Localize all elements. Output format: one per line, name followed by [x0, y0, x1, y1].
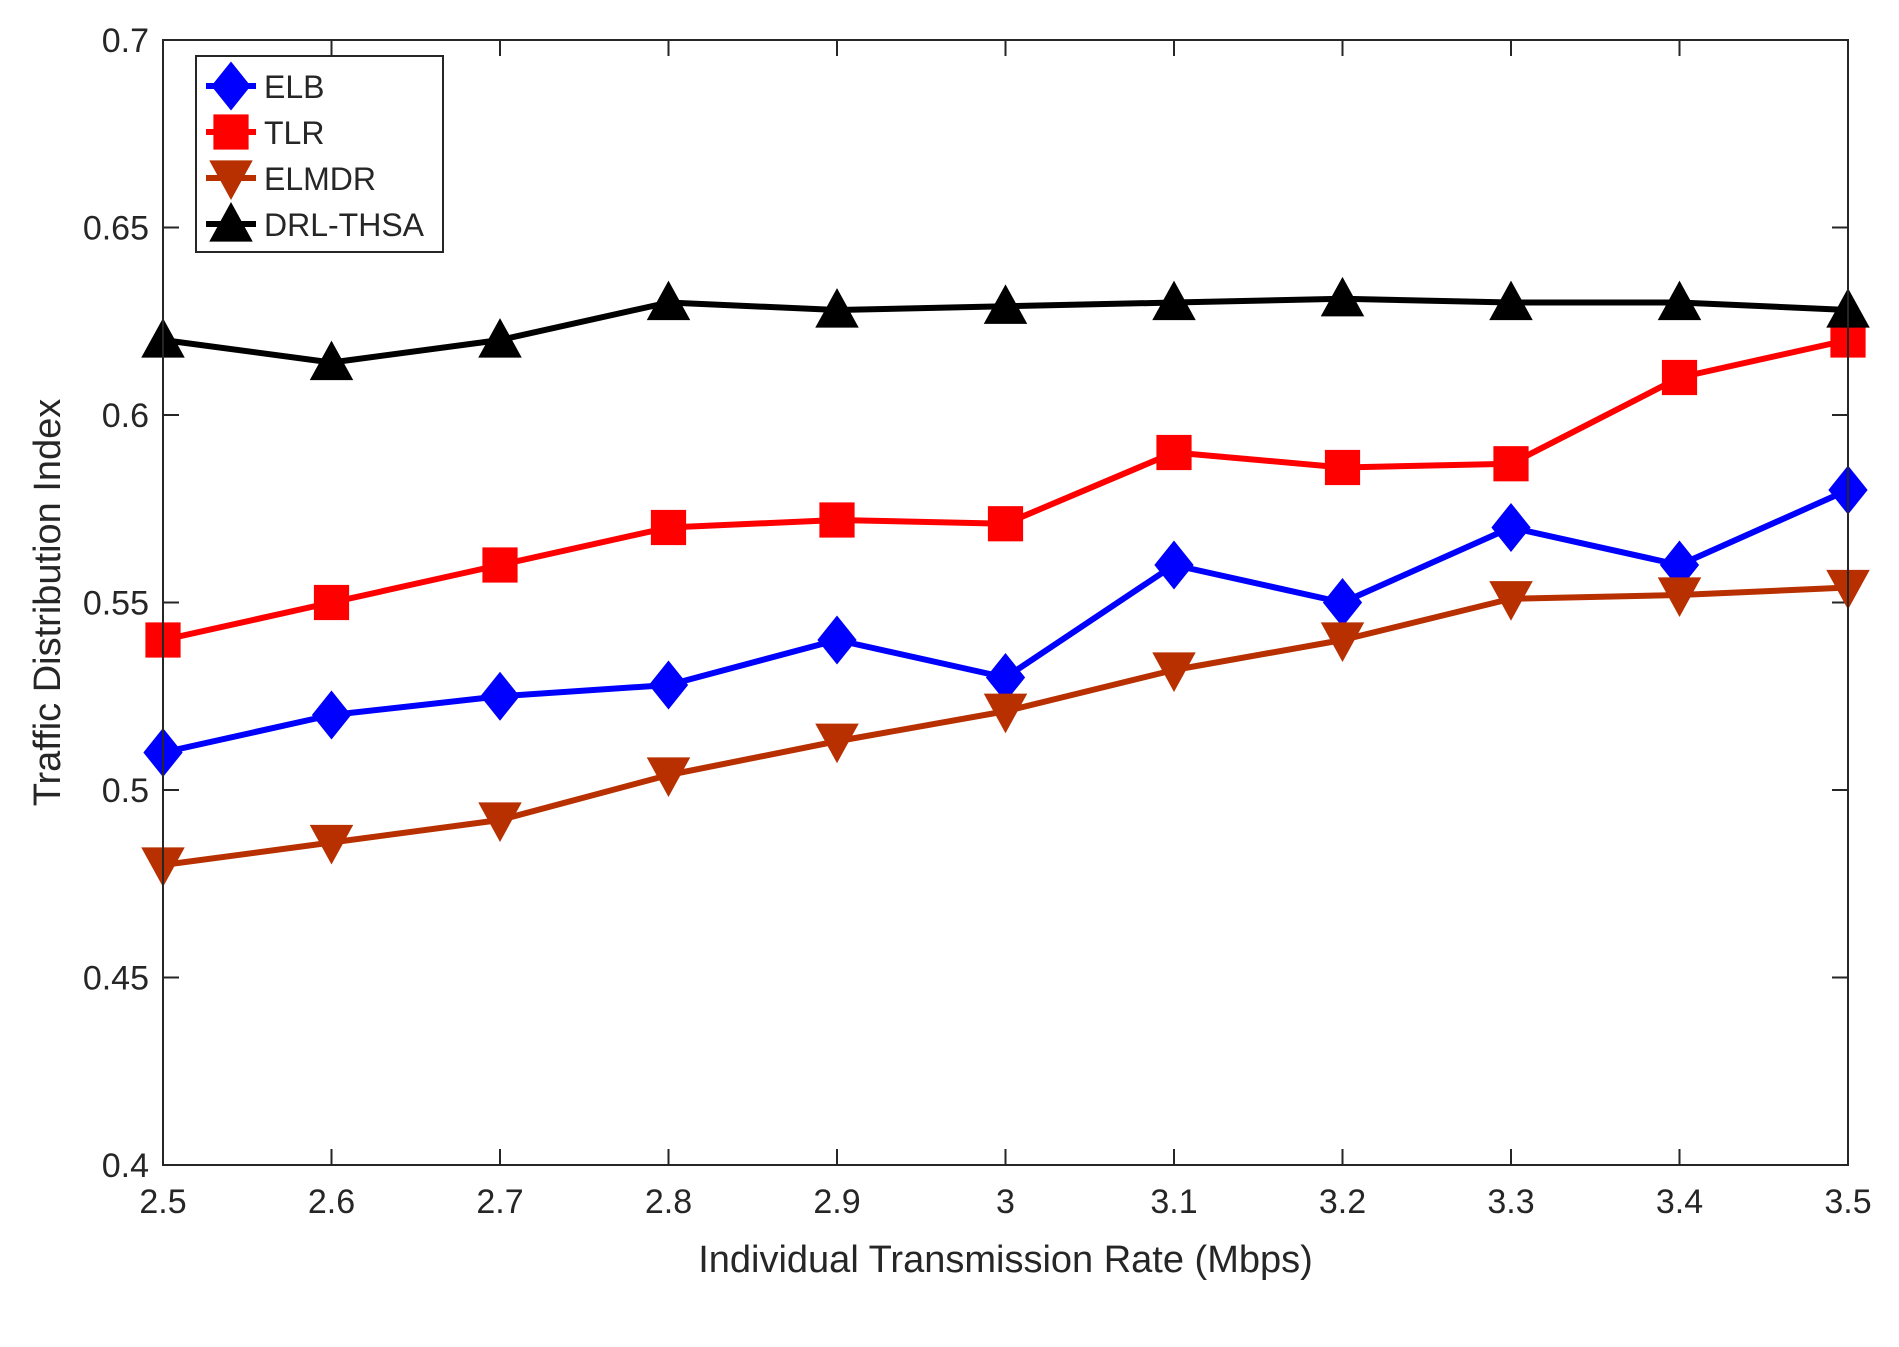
legend-marker-elb — [211, 61, 251, 111]
y-tick-label: 0.5 — [102, 772, 149, 810]
legend: ELB TLR ELMDR DRL-THSA — [195, 55, 444, 253]
data-point-tlr — [1156, 434, 1192, 471]
data-point-drl-thsa — [1320, 276, 1365, 317]
data-point-elmdr — [983, 693, 1028, 734]
legend-label-elmdr: ELMDR — [264, 161, 376, 197]
data-point-elmdr — [478, 802, 522, 842]
y-tick-label: 0.7 — [102, 22, 149, 60]
y-tick-label: 0.55 — [83, 585, 149, 623]
x-tick-label: 2.9 — [813, 1183, 860, 1221]
legend-marker-tlr — [213, 114, 249, 150]
x-tick-label: 3.5 — [1824, 1183, 1871, 1221]
data-point-elmdr — [309, 824, 354, 865]
x-tick-label: 2.8 — [645, 1183, 692, 1221]
legend-label-tlr: TLR — [264, 115, 324, 151]
data-point-tlr — [650, 509, 687, 546]
data-point-drl-thsa — [983, 284, 1028, 324]
data-point-elb — [648, 660, 689, 710]
data-point-elb — [817, 615, 857, 665]
data-point-drl-thsa — [815, 288, 859, 328]
x-tick-label: 2.6 — [308, 1183, 355, 1221]
data-point-tlr — [1661, 359, 1698, 396]
data-point-drl-thsa — [1152, 280, 1196, 321]
x-tick-label: 3.4 — [1656, 1183, 1703, 1221]
legend-label-drl-thsa: DRL-THSA — [264, 207, 425, 243]
data-point-tlr — [987, 506, 1024, 542]
data-point-drl-thsa — [646, 280, 691, 321]
x-tick-label: 2.7 — [476, 1183, 523, 1221]
x-tick-label: 3.1 — [1150, 1183, 1197, 1221]
data-point-drl-thsa — [309, 340, 354, 381]
series-tlr — [145, 322, 1866, 658]
data-point-elb — [311, 690, 352, 740]
data-point-tlr — [1324, 449, 1361, 486]
x-tick-label: 3.3 — [1487, 1183, 1534, 1221]
data-point-drl-thsa — [1489, 280, 1533, 321]
x-axis-label: Individual Transmission Rate (Mbps) — [698, 1239, 1313, 1281]
x-tick-label: 3.2 — [1319, 1183, 1366, 1221]
data-point-tlr — [1493, 446, 1529, 482]
series-elmdr — [141, 569, 1870, 887]
data-point-elmdr — [646, 757, 691, 797]
legend-marker-elmdr — [209, 160, 253, 200]
data-point-tlr — [819, 502, 855, 538]
data-point-elb — [480, 671, 520, 721]
y-tick-label: 0.6 — [102, 397, 149, 435]
data-point-elb — [1154, 540, 1194, 590]
y-axis-label: Traffic Distribution Index — [27, 399, 69, 807]
legend-marker-drl-thsa — [209, 202, 253, 242]
data-point-elmdr — [1489, 581, 1533, 621]
plot-frame — [162, 39, 1849, 1166]
axes: 2.5 2.6 2.7 2.8 2.9 3 3.1 3.2 3.3 3.4 3.5 0.4 0.45 0.… — [83, 22, 1872, 1221]
data-point-elmdr — [1657, 577, 1702, 617]
data-point-drl-thsa — [478, 318, 522, 358]
data-point-tlr — [482, 547, 518, 583]
data-point-elmdr — [815, 723, 859, 764]
data-point-elmdr — [1320, 622, 1365, 662]
y-tick-label: 0.4 — [102, 1147, 149, 1185]
y-tick-label: 0.65 — [83, 210, 149, 248]
data-point-drl-thsa — [1657, 280, 1702, 321]
x-tick-label: 3 — [996, 1183, 1015, 1221]
data-point-tlr — [313, 584, 350, 621]
data-point-elb — [1491, 502, 1531, 553]
x-tick-label: 2.5 — [139, 1183, 186, 1221]
legend-label-elb: ELB — [264, 69, 324, 105]
data-point-elmdr — [1152, 652, 1196, 692]
y-tick-label: 0.45 — [83, 960, 149, 998]
